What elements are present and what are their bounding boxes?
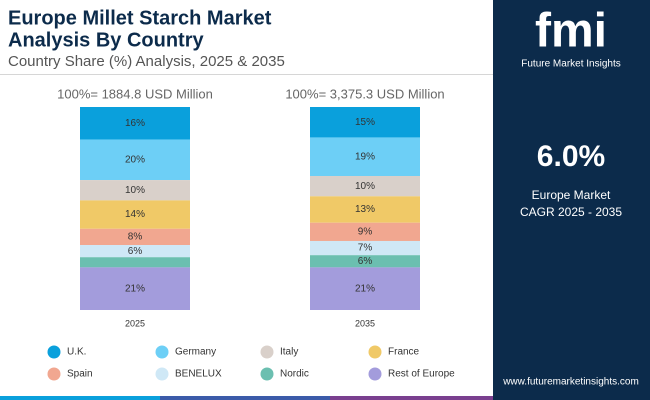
bar-segment	[80, 245, 190, 258]
legend-label: France	[388, 347, 420, 358]
bar-segment	[80, 180, 190, 201]
cagr-label: Europe Market	[532, 188, 611, 202]
bar-total: 100%= 1884.8 USD Million	[57, 86, 213, 101]
legend-swatch	[155, 345, 169, 359]
bar-segment	[310, 222, 420, 241]
cagr-value: 6.0%	[537, 140, 605, 173]
bar-segment	[310, 240, 420, 256]
legend-label: U.K.	[67, 347, 86, 358]
chart-title: Europe Millet Starch Market	[8, 7, 272, 29]
data-label: 10%	[355, 181, 375, 192]
legend-swatch	[260, 345, 274, 359]
sidebar	[493, 0, 650, 400]
legend-label: Germany	[175, 347, 216, 358]
data-label: 9%	[358, 226, 373, 237]
chart-subtitle: Country Share (%) Analysis, 2025 & 2035	[8, 53, 285, 70]
legend-swatch	[47, 367, 61, 381]
legend-swatch	[260, 367, 274, 381]
bar-segment	[80, 200, 190, 229]
x-tick-label: 2035	[355, 318, 375, 328]
data-label: 15%	[355, 117, 375, 128]
bar-segment	[310, 196, 420, 223]
chart-title: Analysis By Country	[8, 29, 204, 51]
data-label: 20%	[125, 154, 145, 165]
cagr-label: CAGR 2025 - 2035	[520, 205, 622, 219]
bar-segment	[310, 255, 420, 268]
bar-segment	[310, 137, 420, 177]
bar-segment	[80, 228, 190, 246]
bar-segment	[310, 107, 420, 138]
legend-swatch	[155, 367, 169, 381]
bar-segment	[80, 107, 190, 140]
legend-label: Italy	[280, 347, 298, 358]
legend-swatch	[368, 345, 382, 359]
legend-swatch	[47, 345, 61, 359]
data-label: 14%	[125, 209, 145, 220]
data-label: 16%	[125, 118, 145, 129]
x-tick-label: 2025	[125, 318, 145, 328]
legend-label: Spain	[67, 369, 93, 380]
legend-label: BENELUX	[175, 369, 222, 380]
data-label: 10%	[125, 185, 145, 196]
bar-segment	[80, 267, 190, 310]
logo: fmi	[535, 5, 607, 58]
data-label: 8%	[128, 232, 143, 243]
bar-segment	[310, 176, 420, 197]
brand: Future Market Insights	[521, 59, 620, 70]
stripe	[160, 396, 330, 400]
legend-swatch	[368, 367, 382, 381]
stripe	[0, 396, 160, 400]
data-label: 21%	[355, 283, 375, 294]
data-label: 19%	[355, 151, 375, 162]
data-label: 7%	[358, 243, 373, 254]
divider	[0, 74, 493, 75]
legend-label: Nordic	[280, 369, 309, 380]
bar-segment	[310, 267, 420, 310]
website: www.futuremarketinsights.com	[502, 377, 639, 388]
stripe	[330, 396, 493, 400]
bar-total: 100%= 3,375.3 USD Million	[285, 86, 444, 101]
data-label: 21%	[125, 283, 145, 294]
bar-segment	[80, 139, 190, 181]
bar-segment	[80, 257, 190, 268]
legend-label: Rest of Europe	[388, 369, 455, 380]
data-label: 13%	[355, 204, 375, 215]
data-label: 6%	[128, 246, 143, 257]
data-label: 6%	[358, 256, 373, 267]
